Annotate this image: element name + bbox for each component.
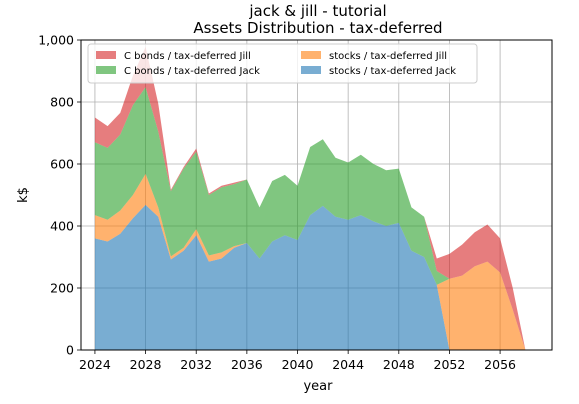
x-tick-label: 2032 [180,357,212,372]
legend-swatch-stocks-tax-deferred-jack [301,66,321,74]
chart-subtitle: Assets Distribution - tax-deferred [193,19,442,37]
x-axis-label: year [303,379,333,394]
legend-label-c-bonds-tax-deferred-jack: C bonds / tax-deferred Jack [124,66,260,77]
legend-swatch-c-bonds-tax-deferred-jill [96,51,116,59]
y-tick-label: 600 [50,157,74,172]
y-tick-label: 800 [50,95,74,110]
area-stocks-tax-deferred-jack [94,204,526,350]
x-tick-label: 2044 [332,357,364,372]
x-axis-ticks: 2024 2028 2032 2036 2040 2044 2048 2052 2056 [79,350,516,372]
legend-swatch-c-bonds-tax-deferred-jack [96,66,116,74]
plot-frame [80,39,553,351]
x-tick-label: 2052 [434,357,466,372]
y-tick-label: 0 [66,343,74,358]
y-axis-ticks: 0 200 400 600 800 1,000 [38,33,81,358]
y-tick-label: 1,000 [38,33,74,48]
y-axis-label: k$ [16,187,31,203]
x-tick-label: 2036 [231,357,263,372]
chart-title: jack & jill - tutorial [248,2,386,20]
legend-swatch-stocks-tax-deferred-jill [301,51,321,59]
legend-label-c-bonds-tax-deferred-jill: C bonds / tax-deferred Jill [124,51,251,62]
area-c-bonds-tax-deferred-jack [94,87,526,351]
legend-box [87,43,478,84]
x-tick-label: 2024 [79,357,111,372]
legend-label-stocks-tax-deferred-jill: stocks / tax-deferred Jill [329,51,447,62]
area-stocks-tax-deferred-jill [94,173,526,350]
legend: C bonds / tax-deferred Jill C bonds / tax… [87,43,478,84]
x-tick-label: 2056 [484,357,516,372]
legend-label-stocks-tax-deferred-jack: stocks / tax-deferred Jack [329,66,456,77]
x-tick-label: 2040 [282,357,314,372]
y-tick-label: 400 [50,219,74,234]
x-tick-label: 2028 [130,357,162,372]
y-tick-label: 200 [50,281,74,296]
x-tick-label: 2048 [383,357,415,372]
